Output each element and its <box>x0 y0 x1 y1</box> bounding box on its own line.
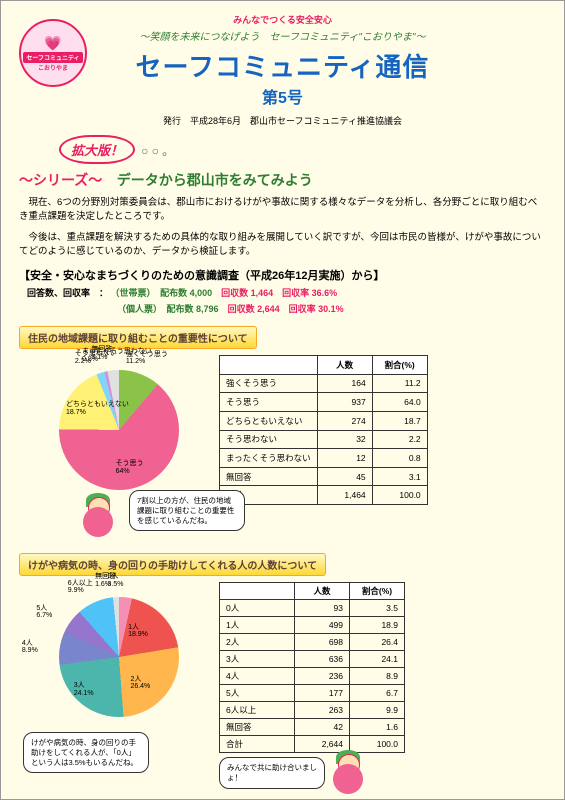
section2-row: 0人 3.5%1人 18.9%2人 26.4%3人 24.1%4人 8.9%5人… <box>19 582 546 753</box>
pie-chart-2 <box>59 597 179 717</box>
pie1-wrap: 強くそう思う 11.2%そう思う 64%どちらともいえない 18.7%そう思わな… <box>19 355 209 505</box>
arc-text: みんなでつくる安全安心 <box>19 13 546 26</box>
mascot-1 <box>79 495 117 543</box>
bubble-2a: けがや病気の時、身の回りの手助けをしてくれる人が、「0人」という人は3.5%もい… <box>23 732 149 773</box>
expand-badge: 拡大版！ <box>59 135 135 164</box>
section2-title: けがや病気の時、身の回りの手助けしてくれる人の人数について <box>19 553 326 576</box>
series-title: データから郡山市をみてみよう <box>117 172 313 188</box>
tagline: ～笑顔を未来につなげよう セーフコミュニティ"こおりやま"～ <box>19 28 546 43</box>
mascot-2 <box>329 752 367 800</box>
page: 💗 セーフコミュニティ こおりやま みんなでつくる安全安心 ～笑顔を未来につなげ… <box>0 0 565 800</box>
rate-line-2: （個人票） 配布数 8,796 回収数 2,644 回収率 30.1% <box>117 302 546 315</box>
rate-line-1: 回答数、回収率 ： （世帯票） 配布数 4,000 回収数 1,464 回収率 … <box>27 286 546 299</box>
pie2-wrap: 0人 3.5%1人 18.9%2人 26.4%3人 24.1%4人 8.9%5人… <box>19 582 209 752</box>
intro-p1: 現在、6つの分野別対策委員会は、郡山市におけるけがや事故に関する様々なデータを分… <box>19 196 546 225</box>
bubble-1: 7割以上の方が、住民の地域課題に取り組むことの重要性を感じているんだね。 <box>129 490 245 531</box>
table-1: 人数割合(%)強くそう思う16411.2そう思う93764.0どちらともいえない… <box>219 355 428 505</box>
logo: 💗 セーフコミュニティ こおりやま <box>19 19 89 89</box>
series-label: ～シリーズ～ <box>19 172 102 188</box>
issue-number: 第5号 <box>19 84 546 108</box>
section1-title: 住民の地域課題に取り組むことの重要性について <box>19 326 257 349</box>
section1-row: 強くそう思う 11.2%そう思う 64%どちらともいえない 18.7%そう思わな… <box>19 355 546 505</box>
expand-row: 拡大版！ ○ ○ 。 <box>19 135 546 164</box>
dots: ○ ○ 。 <box>141 144 174 158</box>
series-line: ～シリーズ～ データから郡山市をみてみよう <box>19 170 546 190</box>
issuer: 発行 平成28年6月 郡山市セーフコミュニティ推進協議会 <box>19 114 546 127</box>
table-2: 人数割合(%)0人933.51人49918.92人69826.43人63624.… <box>219 582 405 753</box>
intro-p2: 今後は、重点課題を解決するための具体的な取り組みを展開していく訳ですが、今回は市… <box>19 231 546 260</box>
bubble-2b: みんなで共に助け合いましょ！ <box>219 757 325 789</box>
survey-header: 【安全・安心なまちづくりのための意識調査（平成26年12月実施）から】 <box>19 267 546 283</box>
main-title: セーフコミュニティ通信 <box>19 47 546 84</box>
